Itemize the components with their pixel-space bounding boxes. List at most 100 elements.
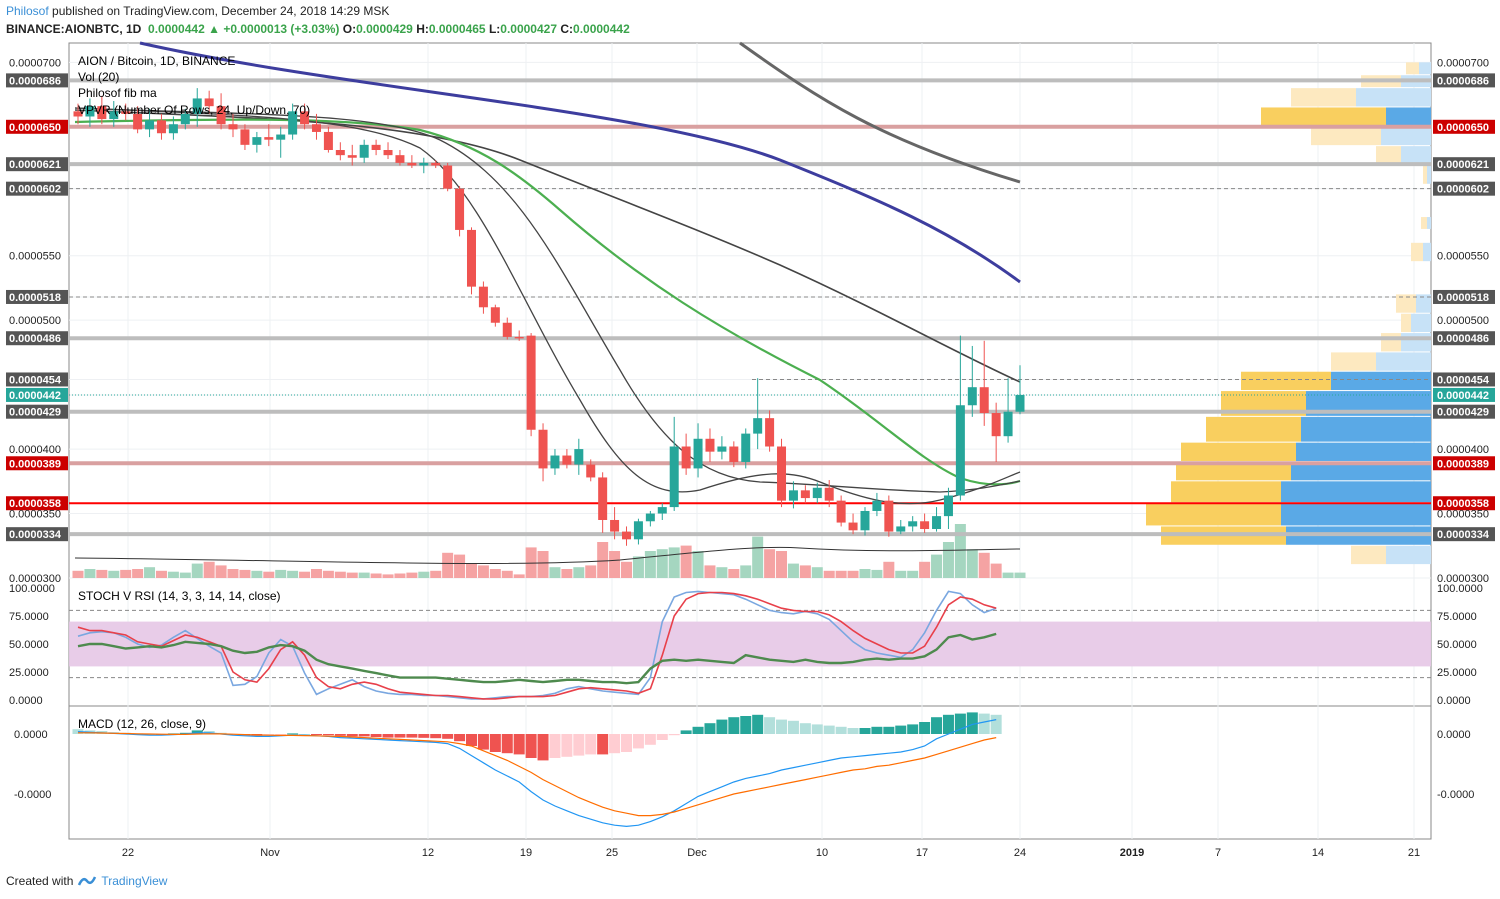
volume-bar [144, 567, 156, 578]
time-tick-label: 25 [606, 847, 618, 859]
vpvr-up [1427, 217, 1431, 229]
stoch-tick-label: 0.0000 [1437, 695, 1471, 707]
volume-bar [537, 551, 549, 578]
macd-tick-label-left: -0.0000 [14, 789, 51, 801]
volume-bar [299, 571, 311, 578]
price-tick-label: 0.0000650 [1437, 122, 1489, 134]
candle-body [693, 438, 703, 469]
price-badge [1433, 456, 1495, 471]
close-value: 0.0000442 [573, 22, 630, 36]
volume-bar [632, 556, 644, 578]
candle-body [431, 162, 441, 166]
vpvr-up [1331, 371, 1431, 391]
price-tick-label: 0.0000621 [1437, 159, 1489, 171]
volume-bar [501, 570, 513, 578]
macd-hist-bar [382, 734, 394, 738]
macd-hist-bar [656, 734, 668, 740]
volume-bar [907, 570, 919, 578]
vpvr-down [1206, 416, 1301, 442]
macd-hist-bar [799, 723, 811, 734]
vpvr-up [1423, 242, 1431, 262]
candle-body [538, 429, 548, 469]
candle-body [777, 446, 787, 501]
volume-bar [132, 569, 144, 578]
vpvr-up [1301, 416, 1431, 442]
candle-body [860, 510, 870, 531]
vpvr-down [1351, 545, 1386, 565]
macd: 0.0000 0.0000 -0.0000 -0.0000 [14, 712, 1474, 828]
volume-bar [465, 563, 477, 578]
price-tick-label: 0.0000300 [9, 573, 61, 585]
volume-bar [358, 572, 370, 578]
footer-brand[interactable]: TradingView [101, 874, 168, 888]
candle-body [788, 490, 798, 501]
volume-bar [931, 554, 943, 578]
time-tick-label: 7 [1215, 847, 1221, 859]
volume-bar [215, 565, 227, 578]
macd-line [77, 719, 997, 828]
candle-body [204, 98, 214, 107]
volume-bar [346, 572, 358, 578]
macd-hist-bar [573, 734, 585, 756]
time-tick-label: 14 [1312, 847, 1324, 859]
vpvr-down [1261, 107, 1386, 126]
candle-body [812, 487, 822, 499]
volume-bar [394, 573, 406, 578]
macd-hist-bar [597, 734, 609, 755]
footer-created: Created with [6, 874, 74, 888]
volume-bar [179, 572, 191, 578]
stoch-tick-label-left: 100.0000 [9, 583, 55, 595]
author-name[interactable]: Philosof [6, 4, 49, 18]
price-badge [6, 289, 68, 304]
macd-hist-bar [680, 730, 692, 734]
macd-hist-bar [966, 712, 978, 734]
price-tick-label: 0.0000500 [9, 315, 61, 327]
candle-body [729, 446, 739, 462]
macd-hist-bar [465, 734, 477, 746]
candle-body [311, 124, 321, 132]
price-tick-label: 0.0000429 [1437, 407, 1489, 419]
candle-body [97, 106, 107, 120]
price-badge [1433, 73, 1495, 88]
macd-hist-bar [871, 726, 883, 734]
macd-hist-bar [406, 734, 418, 738]
price-tick-label: 0.0000400 [1437, 444, 1489, 456]
price-badge [6, 387, 68, 402]
high-value: 0.0000465 [428, 22, 486, 36]
candle-body [610, 519, 620, 532]
volume-bar [406, 572, 418, 578]
volume-bar [764, 549, 776, 578]
green-ma [74, 118, 1021, 486]
candle-body [562, 455, 572, 465]
macd-hist-bar [847, 728, 859, 734]
candle-body [502, 322, 512, 337]
vpvr-up [1427, 165, 1431, 184]
price-tick-label: 0.0000300 [1437, 573, 1489, 585]
vpvr-down [1411, 242, 1423, 262]
candle-body [705, 438, 715, 452]
candle-body [180, 113, 190, 125]
candle-body [979, 387, 989, 413]
vpvr-up [1386, 545, 1431, 565]
volume-bar [287, 570, 299, 578]
macd-hist-bar [954, 713, 966, 734]
candle-body [168, 124, 178, 134]
macd-hist-bar [287, 733, 299, 735]
vpvr-up [1281, 503, 1431, 526]
macd-tick-label-left: 0.0000 [14, 729, 48, 741]
macd-hist-bar [764, 717, 776, 734]
volume-bar [811, 567, 823, 578]
macd-hist-bar [549, 734, 561, 758]
macd-hist-bar [644, 734, 656, 745]
price-badge [1433, 331, 1495, 346]
price-tick-label: 0.0000700 [1437, 57, 1489, 69]
price-badge [6, 527, 68, 542]
blue-ma-200 [139, 41, 1021, 284]
macd-hist-bar [621, 734, 633, 752]
candle-body [347, 155, 357, 158]
candle-body [848, 522, 858, 531]
macd-hist-bar [442, 734, 454, 739]
candle-body [73, 111, 83, 117]
chart-canvas[interactable]: 0.0000700 0.0000686 0.0000650 0.0000621 0.00… [0, 0, 1500, 870]
candle-body [383, 150, 393, 156]
